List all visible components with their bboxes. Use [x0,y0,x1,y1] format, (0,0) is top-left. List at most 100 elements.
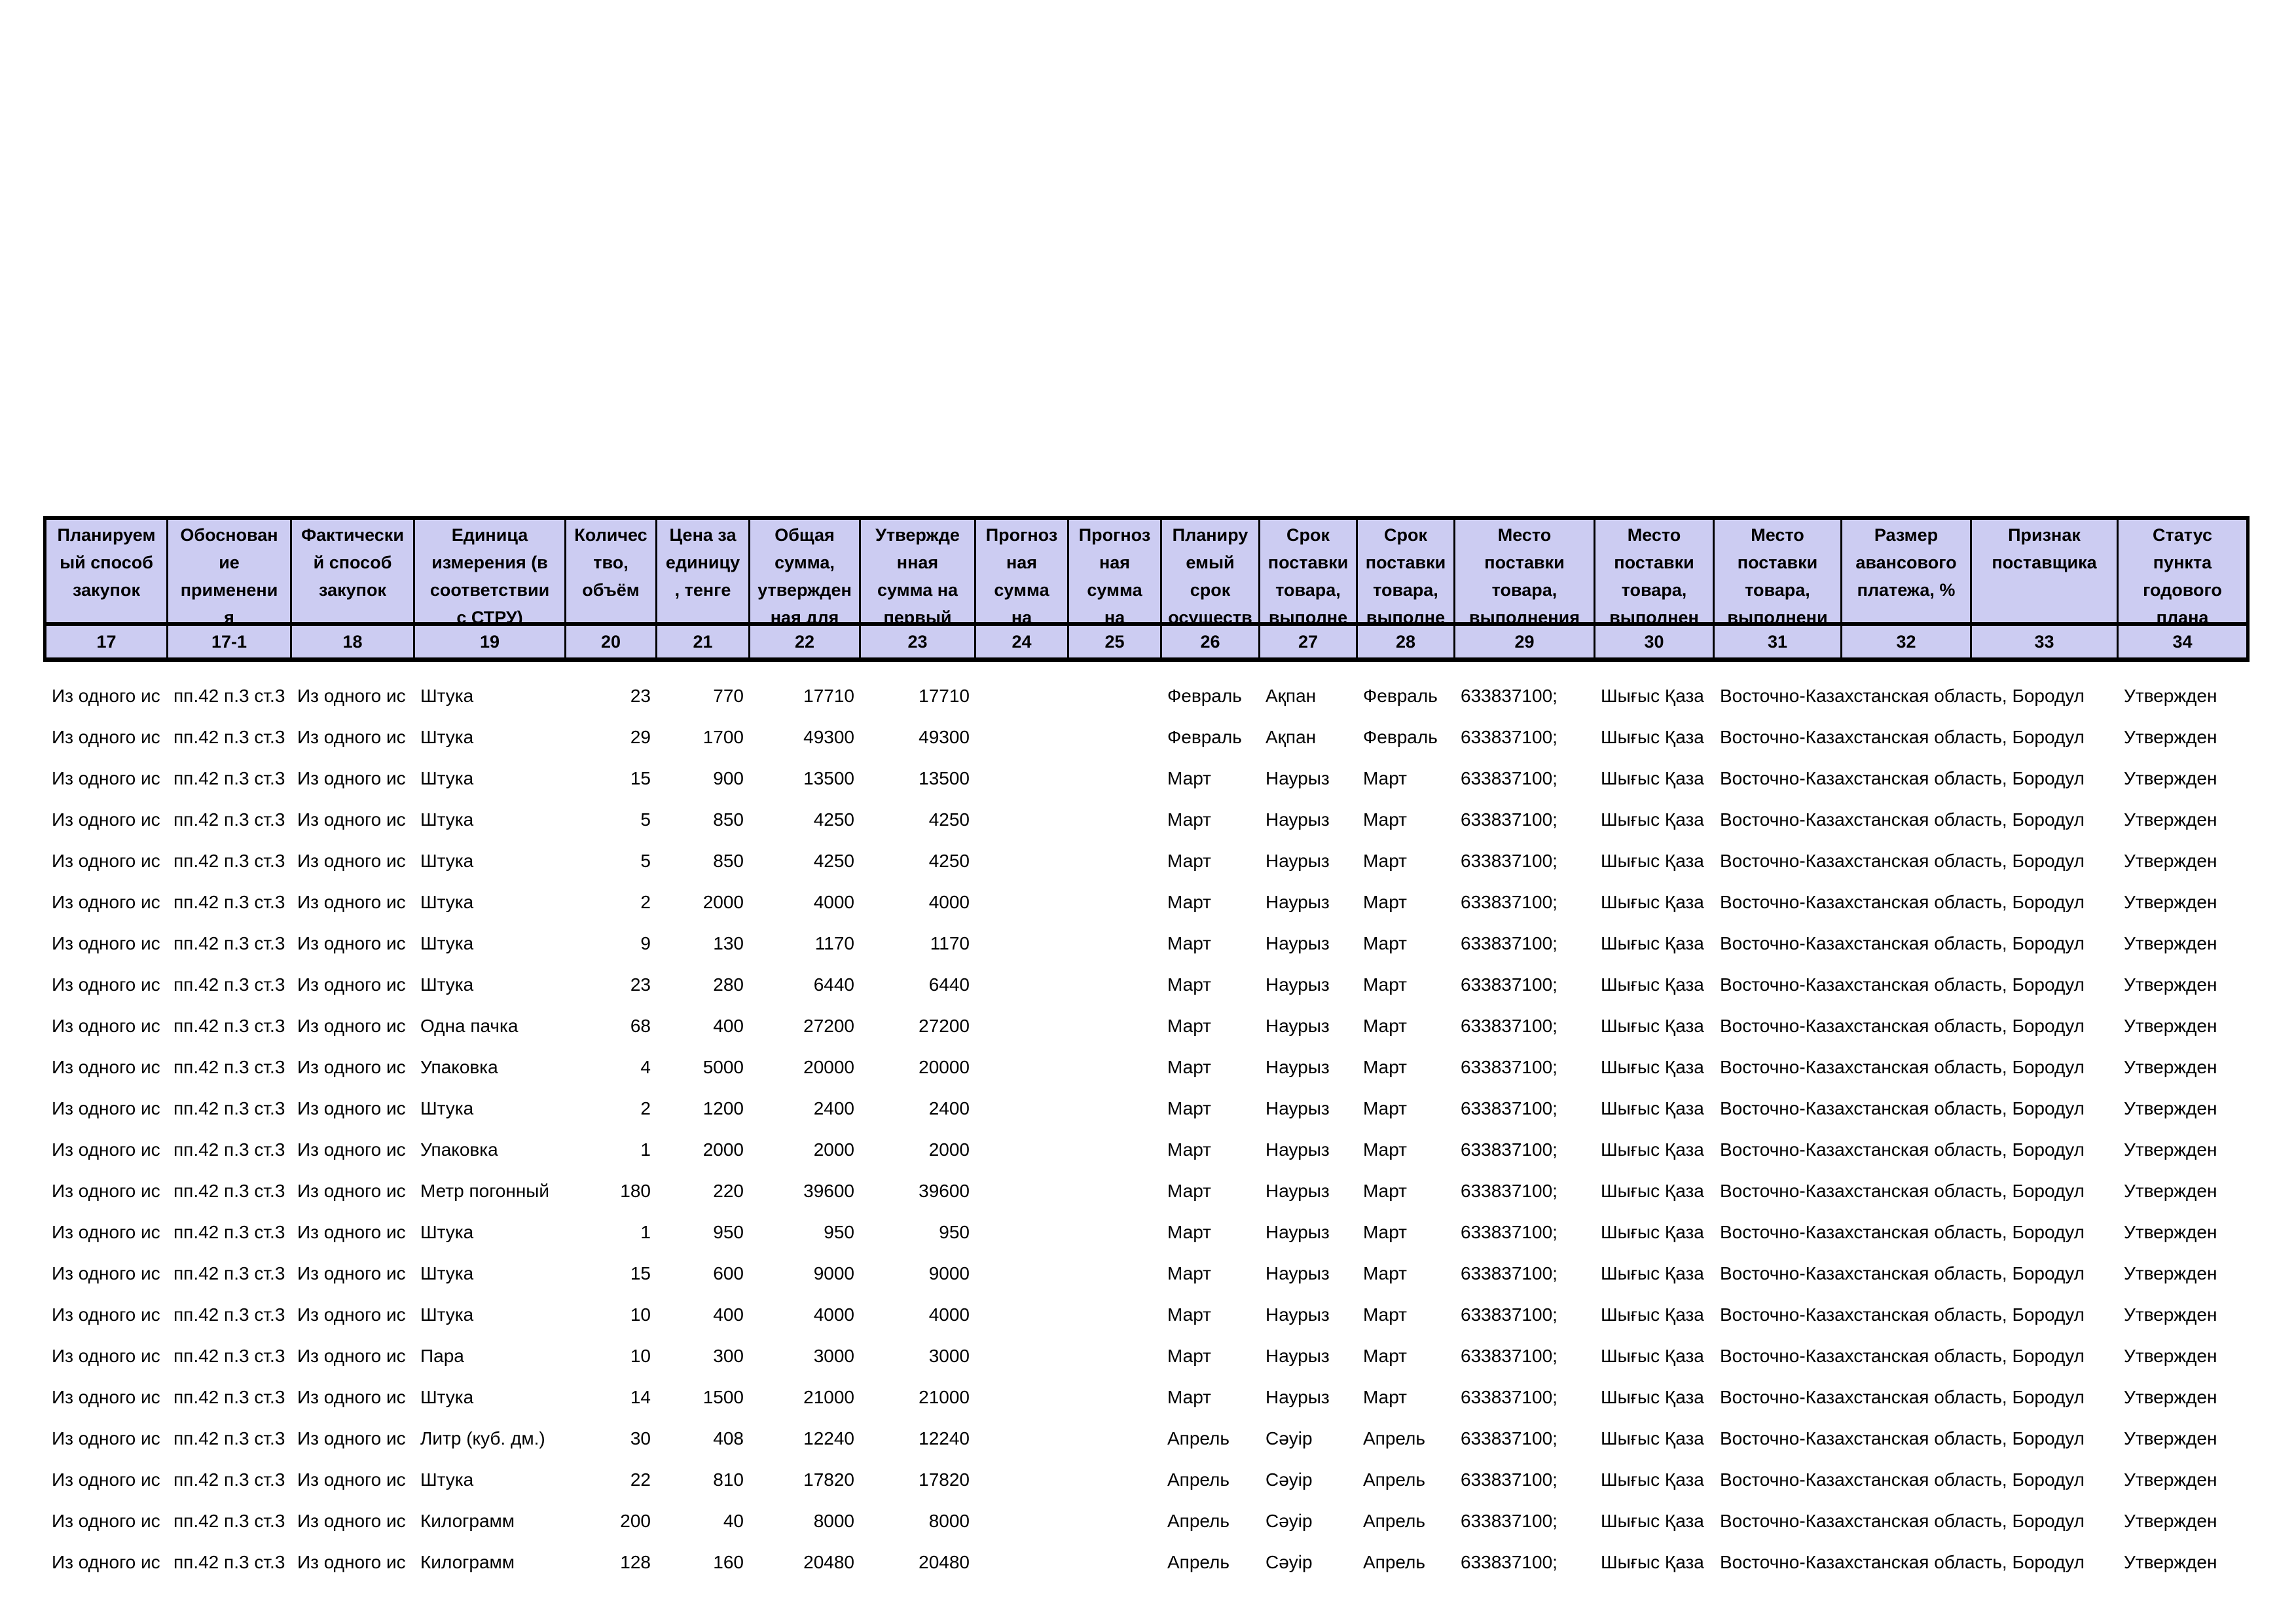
table-row: Из одного ис пп.42 п.3 ст.3 Из одного ис Шт… [46,1459,2246,1500]
cell-c31: Восточно-Казахстанская область, Бородул [1720,892,2085,912]
cell-c24 [976,1418,1069,1459]
cell-c17_1: пп.42 п.3 ст.3 [173,768,285,788]
cell-c19: Штука [420,851,474,871]
cell-c30: Шығыс Қаза [1601,1222,1704,1242]
table-row: Из одного ис пп.42 п.3 ст.3 Из одного ис Шт… [46,716,2246,758]
cell-c28: Март [1363,1304,1407,1325]
cell-c18: Из одного ис [297,1222,406,1242]
cell-c25 [1069,923,1162,964]
cell-c24 [976,716,1069,758]
cell-c27: Наурыз [1266,1139,1330,1160]
table-row: Из одного ис пп.42 п.3 ст.3 Из одного ис Шт… [46,1088,2246,1129]
cell-c20: 23 [630,686,651,706]
cell-c29: 633837100; [1461,933,1558,953]
cell-c22: 3000 [813,1346,854,1366]
cell-c17_1: пп.42 п.3 ст.3 [173,851,285,871]
cell-c21: 1700 [702,727,744,747]
cell-c20: 200 [620,1511,651,1531]
column-number-25: 25 [1069,626,1162,657]
cell-c23: 1170 [930,933,970,953]
cell-c19: Штука [420,1387,474,1407]
cell-c24 [976,923,1069,964]
cell-c19: Штука [420,1222,474,1242]
cell-c17: Из одного ис [52,1469,160,1490]
cell-c31: Восточно-Казахстанская область, Бородул [1720,768,2085,788]
column-number-32: 32 [1842,626,1972,657]
cell-c34: Утвержден [2124,1387,2217,1407]
table-row: Из одного ис пп.42 п.3 ст.3 Из одного ис Шт… [46,964,2246,1005]
table-header: Планируем ый способ закупок Обоснован ие … [43,516,2250,662]
cell-c19: Пара [420,1346,464,1366]
column-header-33: Признак поставщика [1972,520,2119,626]
cell-c30: Шығыс Қаза [1601,974,1704,995]
cell-c34: Утвержден [2124,1057,2217,1077]
cell-c19: Штука [420,1304,474,1325]
column-number-17-1: 17-1 [168,626,292,657]
cell-c23: 12240 [919,1428,970,1449]
column-number-19: 19 [415,626,566,657]
cell-c31: Восточно-Казахстанская область, Бородул [1720,1469,2085,1490]
cell-c26: Апрель [1167,1511,1230,1531]
table-row: Из одного ис пп.42 п.3 ст.3 Из одного ис Па… [46,1335,2246,1376]
cell-c21: 950 [713,1222,744,1242]
cell-c21: 1500 [702,1387,744,1407]
cell-c17: Из одного ис [52,1222,160,1242]
cell-c26: Март [1167,1181,1211,1201]
cell-c31: Восточно-Казахстанская область, Бородул [1720,1387,2085,1407]
cell-c26: Март [1167,1057,1211,1077]
cell-c19: Штука [420,686,474,706]
cell-c26: Март [1167,1139,1211,1160]
cell-c29: 633837100; [1461,1263,1558,1283]
table-row: Из одного ис пп.42 п.3 ст.3 Из одного ис Шт… [46,840,2246,881]
cell-c24 [976,1005,1069,1046]
cell-c18: Из одного ис [297,974,406,995]
column-header-25: Прогноз ная сумма на [1069,520,1162,626]
cell-c21: 400 [713,1304,744,1325]
cell-c34: Утвержден [2124,1139,2217,1160]
cell-c21: 810 [713,1469,744,1490]
cell-c20: 29 [630,727,651,747]
column-header-24: Прогноз ная сумма на [976,520,1069,626]
cell-c26: Март [1167,809,1211,830]
cell-c23: 20480 [919,1552,970,1572]
cell-c17_1: пп.42 п.3 ст.3 [173,1057,285,1077]
cell-c24 [976,758,1069,799]
cell-c22: 2000 [813,1139,854,1160]
cell-c22: 49300 [803,727,854,747]
cell-c28: Апрель [1363,1511,1425,1531]
cell-c28: Апрель [1363,1428,1425,1449]
cell-c17: Из одного ис [52,1346,160,1366]
cell-c24 [976,1294,1069,1335]
cell-c27: Наурыз [1266,851,1330,871]
cell-c23: 39600 [919,1181,970,1201]
cell-c18: Из одного ис [297,768,406,788]
cell-c25 [1069,675,1162,716]
column-number-34: 34 [2172,632,2193,652]
column-header-23: Утвержде нная сумма на первый [861,520,976,626]
cell-c34: Утвержден [2124,768,2217,788]
cell-c20: 1 [640,1222,651,1242]
cell-c23: 17820 [919,1469,970,1490]
cell-c17: Из одного ис [52,1428,160,1449]
cell-c30: Шығыс Қаза [1601,686,1704,706]
cell-c28: Март [1363,768,1407,788]
cell-c34: Утвержден [2124,974,2217,995]
cell-c26: Апрель [1167,1428,1230,1449]
cell-c17_1: пп.42 п.3 ст.3 [173,727,285,747]
cell-c23: 49300 [919,727,970,747]
cell-c31: Восточно-Казахстанская область, Бородул [1720,1511,2085,1531]
cell-c23: 20000 [919,1057,970,1077]
cell-c26: Март [1167,1098,1211,1118]
cell-c34: Утвержден [2124,851,2217,871]
cell-c22: 6440 [813,974,854,995]
column-header-17-1: Обоснован ие применени я [168,520,292,626]
cell-c25 [1069,716,1162,758]
cell-c26: Март [1167,933,1211,953]
cell-c17_1: пп.42 п.3 ст.3 [173,1552,285,1572]
table-row: Из одного ис пп.42 п.3 ст.3 Из одного ис Шт… [46,799,2246,840]
cell-c31: Восточно-Казахстанская область, Бородул [1720,1428,2085,1449]
cell-c25 [1069,1294,1162,1335]
cell-c25 [1069,1046,1162,1088]
cell-c19: Штука [420,809,474,830]
cell-c21: 220 [713,1181,744,1201]
